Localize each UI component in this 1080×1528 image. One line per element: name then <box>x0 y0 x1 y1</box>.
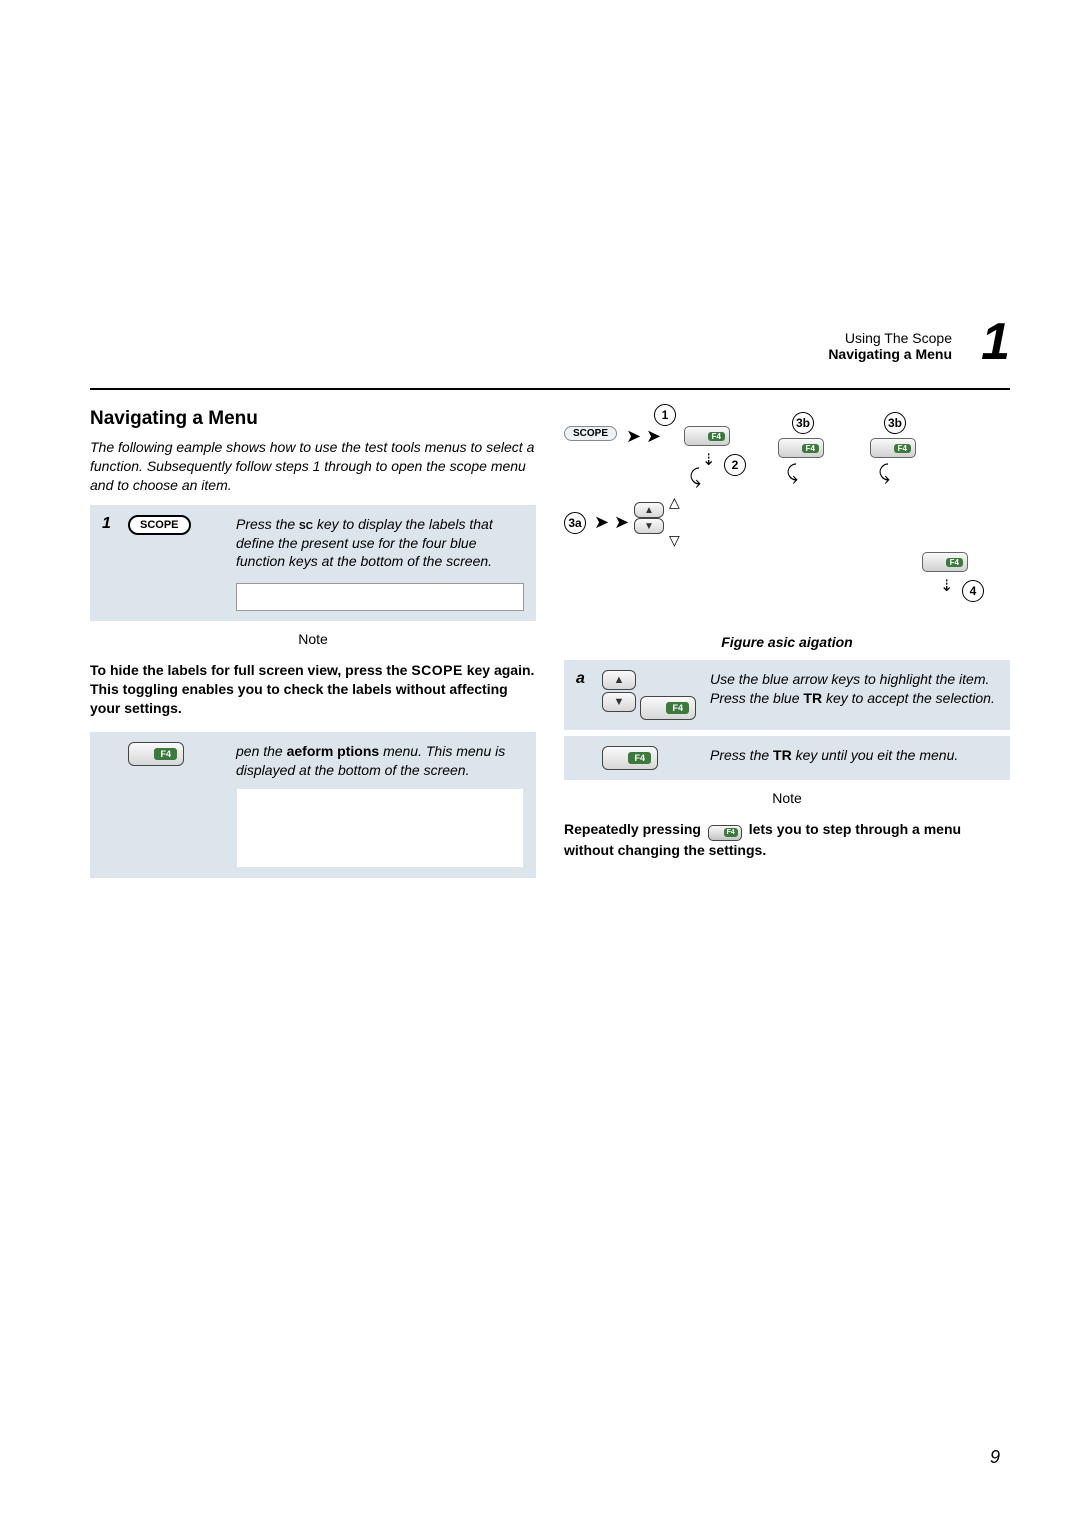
step-b: F4 Press the TR key until you eit the me… <box>564 736 1010 780</box>
arrow-keys-icon: ▲ ▼ <box>602 670 636 712</box>
page-content: Using The Scope Navigating a Menu 1 Navi… <box>90 330 1010 878</box>
page-header: Using The Scope Navigating a Menu 1 <box>90 330 1010 390</box>
section-title: Navigating a Menu <box>90 408 536 430</box>
diagram-scope-key: SCOPE <box>564 426 617 441</box>
pick-icon: ⤹ <box>878 462 890 485</box>
note-body: To hide the labels for full screen view,… <box>90 661 536 718</box>
diagram-node-3b: 3b <box>792 412 814 434</box>
diagram-f4-key: F4 <box>870 438 916 458</box>
f4-key-icon: F4 <box>602 746 658 770</box>
up-arrow-icon: △ <box>669 494 680 511</box>
step-a: a ▲ ▼ F4 Use the blue arrow keys to high… <box>564 660 1010 730</box>
cursor-down-icon: ⇣ <box>940 576 953 596</box>
navigation-diagram: 1 SCOPE ➤ ➤ F4 ⇣ 2 ⤹ 3b F4 ⤹ 3b F4 ⤹ 3a … <box>564 404 1010 624</box>
note-2-body: Repeatedly pressing F4 lets you to step … <box>564 820 1010 860</box>
diagram-node-1: 1 <box>654 404 676 426</box>
right-column: 1 SCOPE ➤ ➤ F4 ⇣ 2 ⤹ 3b F4 ⤹ 3b F4 ⤹ 3a … <box>564 404 1010 878</box>
diagram-arrow-keys: ▲ ▼ <box>634 502 664 534</box>
screenshot-placeholder <box>236 788 524 868</box>
pick-icon: ⤹ <box>689 466 701 489</box>
diagram-f4-key: F4 <box>922 552 968 572</box>
step-letter: a <box>576 670 594 720</box>
step-a-text: Use the blue arrow keys to highlight the… <box>710 670 998 720</box>
arrow-right-icon: ➤ <box>646 426 661 447</box>
diagram-node-3b: 3b <box>884 412 906 434</box>
f4-inline-icon: F4 <box>708 825 742 841</box>
up-arrow-key: ▲ <box>602 670 636 690</box>
figure-caption: Figure asic aigation <box>564 634 1010 650</box>
down-arrow-key: ▼ <box>602 692 636 712</box>
intro-text: The following eample shows how to use th… <box>90 438 536 495</box>
diagram-node-2: 2 <box>724 454 746 476</box>
note-label: Note <box>90 631 536 647</box>
header-top: Using The Scope <box>828 330 952 346</box>
arrow-right-icon: ➤ <box>614 512 629 533</box>
f4-key-icon: F4 <box>128 742 184 766</box>
step-b-text: Press the TR key until you eit the menu. <box>710 746 998 770</box>
step-2-text: pen the aeform ptions menu. This menu is… <box>236 742 524 868</box>
step-1-text: Press the sc key to display the labels t… <box>236 515 524 612</box>
diagram-f4-key: F4 <box>684 426 730 446</box>
chapter-number: 1 <box>981 312 1010 372</box>
pick-icon: ⤹ <box>786 462 798 485</box>
step-2: F4 pen the aeform ptions menu. This menu… <box>90 732 536 878</box>
arrow-right-icon: ➤ <box>594 512 609 533</box>
note-label: Note <box>564 790 1010 806</box>
f4-key-icon: F4 <box>640 696 696 720</box>
arrow-right-icon: ➤ <box>626 426 641 447</box>
page-number: 9 <box>990 1447 1000 1468</box>
step-number: 1 <box>102 515 120 612</box>
blank-field <box>236 583 524 611</box>
diagram-node-4: 4 <box>962 580 984 602</box>
left-column: Navigating a Menu The following eample s… <box>90 404 536 878</box>
diagram-node-3a: 3a <box>564 512 586 534</box>
scope-key-icon: SCOPE <box>128 515 191 535</box>
header-bottom: Navigating a Menu <box>828 346 952 362</box>
step-1: 1 SCOPE Press the sc key to display the … <box>90 505 536 622</box>
down-arrow-icon: ▽ <box>669 532 680 549</box>
diagram-f4-key: F4 <box>778 438 824 458</box>
f4-label: F4 <box>154 748 177 760</box>
cursor-down-icon: ⇣ <box>702 450 715 470</box>
